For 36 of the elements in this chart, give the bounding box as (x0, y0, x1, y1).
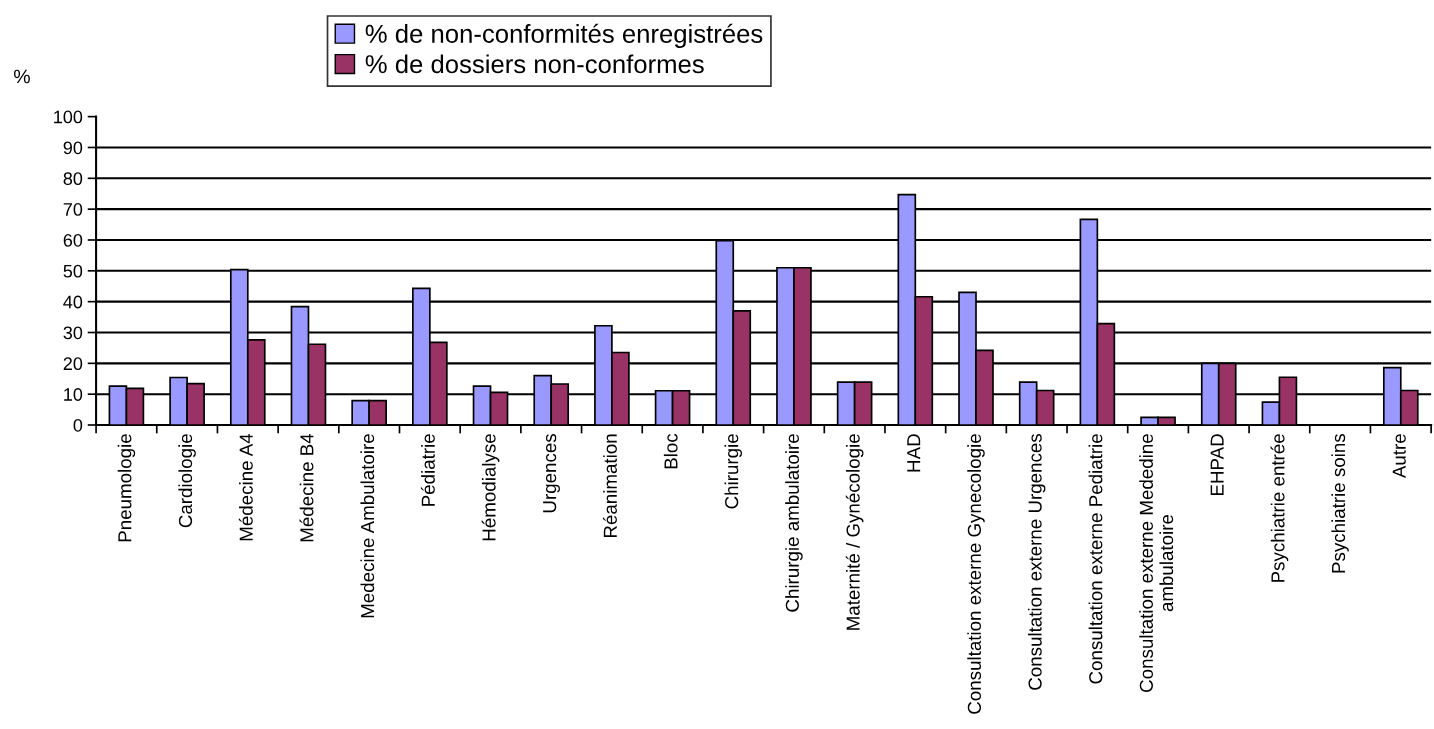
y-tick-label: 70 (63, 203, 83, 216)
x-tick-label: Consultation externe Pediatrie (1088, 434, 1103, 684)
x-tick-label: Consultation externe Urgences (1027, 434, 1046, 690)
legend-label: % de dossiers non-conformes (365, 54, 704, 74)
x-tick-label: Urgences (543, 434, 560, 513)
x-tick-label: EHPAD (1210, 434, 1224, 496)
x-tick-label: Cardiologie (178, 434, 196, 528)
x-tick-label: Consultation externe Mededine ambulatoire (1139, 434, 1174, 692)
x-tick-label: HAD (907, 434, 921, 472)
x-tick-label: Medecine Ambulatoire (360, 434, 375, 618)
x-tick-label: Chirurgie (724, 434, 742, 509)
y-axis-title: % (14, 69, 30, 84)
y-tick-label: 10 (64, 388, 83, 401)
y-tick-label: 90 (63, 141, 83, 155)
x-tick-label: Hémodialyse (481, 434, 500, 541)
x-tick-label: Pneumologie (117, 434, 136, 542)
x-tick-label: Psychiatrie soins (1331, 434, 1349, 573)
y-tick-label: 50 (63, 264, 83, 278)
y-tick-label: 0 (73, 418, 83, 432)
x-tick-label: Autre (1392, 434, 1406, 479)
y-tick-label: 100 (54, 110, 83, 124)
y-tick-label: 40 (63, 295, 83, 309)
x-tick-label: Consultation externe Gynecologie (967, 434, 985, 714)
x-tick-label: Médecine B4 (299, 433, 314, 542)
y-tick-label: 80 (63, 172, 83, 186)
x-tick-label: Maternité / Gynécologie (845, 434, 864, 630)
legend-label: % de non-conformités enregistrées (365, 23, 763, 48)
x-tick-label: Médecine A4 (238, 433, 253, 541)
y-tick-label: 60 (63, 233, 83, 247)
x-tick-label: Bloc (663, 433, 678, 469)
y-tick-label: 20 (63, 357, 83, 371)
y-tick-label: 30 (63, 326, 83, 340)
x-tick-label: Réanimation (602, 434, 617, 538)
x-tick-label: Pédiatrie (420, 434, 435, 506)
x-tick-label: Chirurgie ambulatoire (785, 434, 803, 612)
x-tick-label: Psychiatrie entrée (1270, 434, 1289, 582)
